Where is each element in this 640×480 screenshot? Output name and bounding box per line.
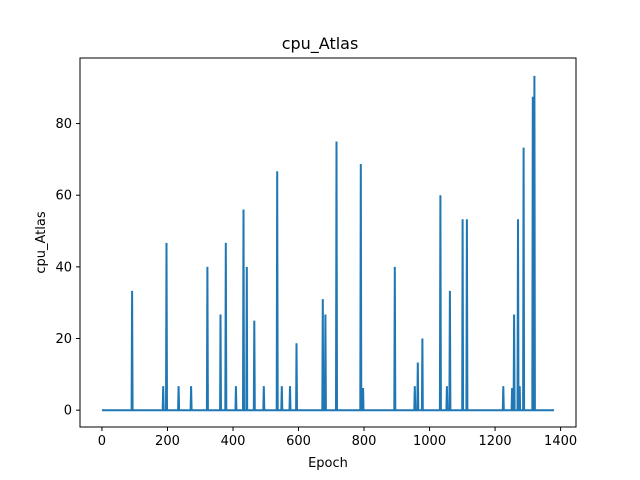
plot-area (101, 75, 555, 412)
x-tick-label: 0 (98, 434, 106, 449)
x-tick-label: 600 (286, 434, 311, 449)
chart-title: cpu_Atlas (282, 34, 359, 54)
x-tick-label: 1200 (479, 434, 512, 449)
y-tick-label: 80 (55, 117, 72, 132)
x-tick-label: 1000 (413, 434, 446, 449)
y-tick-label: 40 (55, 260, 72, 275)
plot-frame (79, 57, 577, 428)
series-line (101, 75, 555, 412)
x-tick-label: 1400 (544, 434, 577, 449)
x-tick-label: 200 (155, 434, 180, 449)
y-axis-label: cpu_Atlas (34, 211, 49, 273)
x-axis: 0 200 400 600 800 1000 1200 1400 (98, 427, 577, 449)
x-tick-label: 800 (352, 434, 377, 449)
y-tick-label: 0 (64, 404, 72, 419)
x-axis-label: Epoch (308, 456, 348, 471)
y-tick-label: 20 (55, 332, 72, 347)
y-tick-label: 60 (55, 189, 72, 204)
x-tick-label: 400 (221, 434, 246, 449)
y-axis: 0 20 40 60 80 (55, 117, 80, 419)
